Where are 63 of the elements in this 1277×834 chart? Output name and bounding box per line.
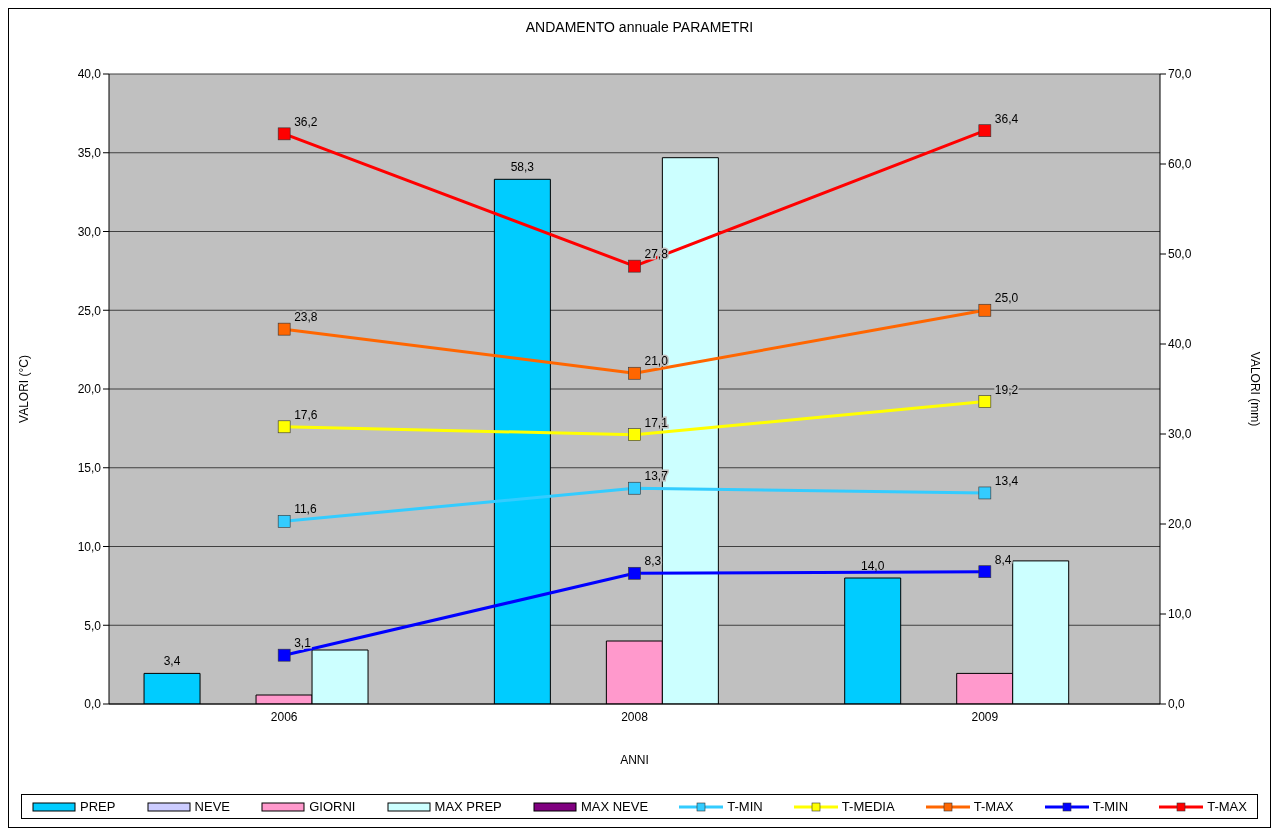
data-label: 13,4 [994, 473, 1019, 488]
legend-label: T-MIN [727, 799, 763, 814]
y2-tick-label: 40,0 [1168, 337, 1192, 352]
y2-tick-label: 20,0 [1168, 517, 1192, 532]
y-tick-label: 35,0 [77, 146, 102, 161]
data-label: 3,4 [163, 654, 181, 669]
x-axis-title: ANNI [620, 753, 649, 767]
point [277, 127, 291, 141]
point [628, 259, 641, 273]
legend-label: T-MAX [1207, 799, 1247, 814]
y2-tick-label: 50,0 [1168, 247, 1192, 262]
y2-tick-label: 60,0 [1168, 157, 1192, 172]
y-tick-label: 5,0 [84, 618, 102, 633]
y2-tick-label: 0,0 [1168, 697, 1186, 712]
point [978, 395, 992, 408]
data-label: 14,0 [861, 559, 885, 573]
x-tick-label: 2006 [270, 709, 298, 724]
data-label: 36,2 [294, 114, 318, 129]
y2-tick-label: 30,0 [1168, 427, 1192, 442]
point [628, 428, 641, 441]
point [628, 481, 641, 495]
y-tick-label: 40,0 [77, 67, 102, 82]
point [628, 566, 641, 580]
y2-tick-label: 70,0 [1168, 67, 1192, 82]
data-label: 36,4 [994, 111, 1019, 126]
point [978, 303, 992, 317]
data-label: 19,2 [994, 382, 1019, 397]
legend-label: GIORNI [309, 799, 356, 814]
legend-label: NEVE [194, 799, 230, 814]
y-tick-label: 10,0 [77, 539, 102, 554]
point [277, 648, 291, 662]
legend-label: T-MIN [1092, 799, 1129, 814]
y-tick-label: 15,0 [77, 461, 102, 476]
data-label: 23,8 [294, 310, 318, 325]
x-tick-label: 2008 [621, 709, 649, 724]
legend-label: MAX NEVE [580, 799, 649, 814]
data-label: 8,3 [644, 554, 662, 569]
point [277, 515, 291, 528]
data-label: 3,1 [294, 636, 312, 651]
point [277, 322, 291, 336]
point [277, 420, 291, 434]
x-tick-label: 2009 [971, 709, 999, 724]
data-label: 11,6 [294, 502, 317, 517]
legend-label: T-MAX [973, 799, 1014, 814]
legend-label: T-MEDIA [841, 799, 895, 814]
point [978, 124, 992, 137]
point [978, 486, 992, 500]
legend-label: MAX PREP [434, 799, 502, 814]
data-label: 58,3 [510, 160, 535, 175]
y-tick-label: 25,0 [77, 303, 102, 318]
point [978, 565, 992, 578]
chart-title: ANDAMENTO annuale PARAMETRI [524, 19, 755, 35]
y-tick-label: 30,0 [77, 224, 102, 239]
data-label: 17,6 [294, 407, 318, 422]
legend-label: PREP [80, 799, 116, 814]
point [628, 366, 641, 380]
y-tick-label: 0,0 [84, 697, 102, 712]
data-label: 8,4 [994, 552, 1012, 567]
data-label: 25,0 [994, 291, 1019, 306]
y-tick-label: 20,0 [77, 382, 102, 397]
y2-axis-title: VALORI (mm) [1247, 351, 1262, 427]
y2-tick-label: 10,0 [1168, 607, 1192, 622]
y-axis-title: VALORI (°C) [17, 355, 32, 423]
